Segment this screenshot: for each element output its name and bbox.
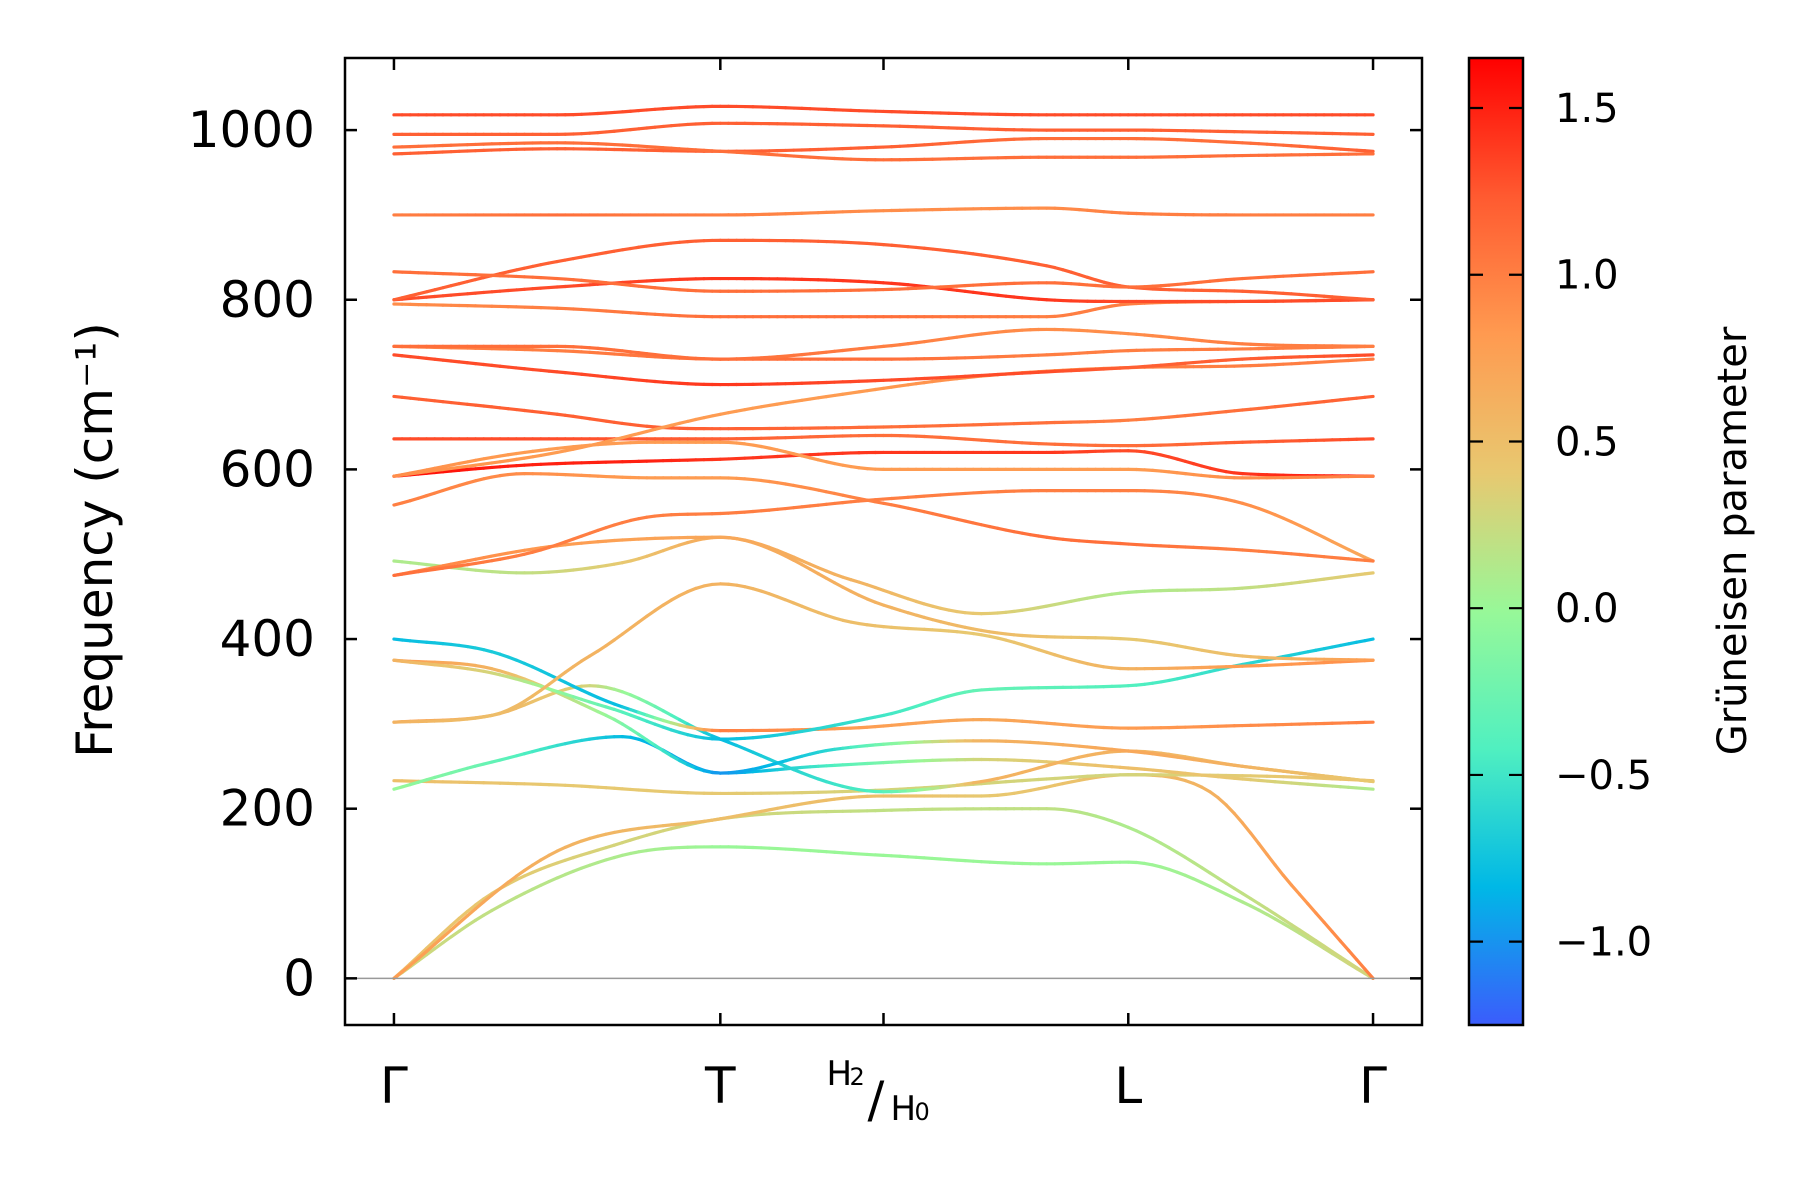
plot-frame (343, 56, 1424, 1027)
y-axis-label: Frequency (cm⁻¹) (66, 322, 124, 758)
band-band-19 (392, 357, 1375, 478)
band-band-11 (392, 535, 1375, 616)
colorbar-tick-label: 0.5 (1555, 419, 1619, 465)
x-tick-label: Γ (1359, 1057, 1387, 1115)
y-tick-label: 600 (220, 440, 315, 498)
colorbar-ticks: −1.0 −0.5 0.0 0.5 1.0 1.5 (1469, 86, 1652, 966)
x-tick-label: H2/H0 (827, 1054, 930, 1129)
band-band-13 (392, 489, 1375, 578)
y-tick-label: 1000 (188, 101, 315, 159)
colorbar-tick-label: 1.0 (1555, 253, 1619, 299)
band-acoustic-3 (392, 773, 1375, 980)
phonon-bands (392, 104, 1375, 980)
band-band-25 (392, 238, 1375, 302)
x-tick-label: T (704, 1057, 736, 1115)
band-acoustic-2 (392, 807, 1375, 980)
band-band-30 (392, 121, 1375, 136)
svg-text:0: 0 (915, 1098, 930, 1126)
band-acoustic-1 (392, 845, 1375, 980)
band-band-22 (392, 327, 1375, 361)
band-band-20 (392, 353, 1375, 387)
y-tick-label: 200 (220, 780, 315, 838)
band-band-26 (392, 270, 1375, 293)
colorbar-tick-label: 1.5 (1555, 86, 1619, 132)
svg-text:H: H (827, 1054, 853, 1094)
band-band-29 (392, 141, 1375, 162)
svg-text:/: / (868, 1071, 885, 1129)
colorbar-tick-label: 0.0 (1555, 586, 1619, 632)
band-band-14 (392, 472, 1375, 563)
x-tick-labels: Γ T H2/H0 L Γ (380, 1054, 1387, 1129)
band-band-18 (392, 394, 1375, 431)
axis-ticks (345, 58, 1422, 1025)
colorbar-tick-label: −1.0 (1555, 920, 1652, 966)
colorbar (1467, 56, 1525, 1027)
y-tick-label: 400 (220, 610, 315, 668)
colorbar-tick-label: −0.5 (1555, 753, 1652, 799)
band-band-17 (392, 433, 1375, 448)
x-tick-label: L (1114, 1057, 1142, 1115)
svg-text:H: H (891, 1089, 917, 1129)
band-band-28 (392, 136, 1375, 156)
y-tick-label: 800 (220, 271, 315, 329)
y-tick-label: 0 (283, 949, 315, 1007)
band-band-31 (392, 104, 1375, 117)
colorbar-label: Grüneisen parameter (1710, 326, 1756, 755)
y-tick-labels: 0 200 400 600 800 1000 (188, 101, 315, 1007)
band-band-12 (392, 535, 1375, 662)
band-band-27 (392, 206, 1375, 217)
x-tick-label: Γ (380, 1057, 408, 1115)
svg-text:2: 2 (850, 1063, 865, 1091)
band-band-21 (392, 344, 1375, 361)
